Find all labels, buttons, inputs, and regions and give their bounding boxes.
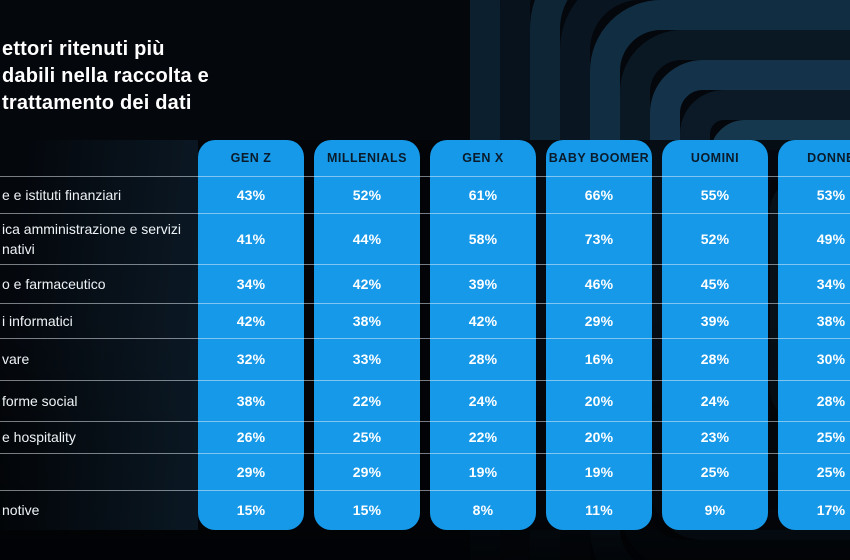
value-cell: 24% — [700, 392, 730, 409]
value-cell: 33% — [352, 351, 382, 367]
row-separator — [0, 380, 850, 381]
value-cell: 9% — [704, 502, 726, 518]
column-header: BABY BOOMER — [548, 151, 650, 165]
column-uomini: UOMINI 55% 52% 45% 39% 28% 24% 23% 25% 9% — [662, 140, 768, 530]
value-cell: 73% — [584, 230, 614, 247]
value-cell: 29% — [584, 312, 614, 329]
row-separator — [0, 453, 850, 454]
value-cell: 42% — [236, 312, 266, 329]
row-label: ica amministrazione e servizi nativi — [2, 220, 181, 257]
value-cell: 30% — [816, 351, 846, 367]
value-cell: 8% — [472, 502, 494, 518]
value-cell: 28% — [700, 351, 730, 367]
value-cell: 61% — [468, 186, 498, 203]
value-cell: 25% — [700, 463, 730, 480]
row-separator — [0, 421, 850, 422]
column-baby-boomer: BABY BOOMER 66% 73% 46% 29% 16% 20% 20% 19% 11% — [546, 140, 652, 530]
column-donne: DONNE 53% 49% 34% 38% 30% 28% 25% 25% 17% — [778, 140, 850, 530]
row-separator — [0, 303, 850, 304]
column-header: MILLENIALS — [327, 151, 407, 165]
row-label: i informatici — [2, 312, 73, 329]
value-cell: 46% — [584, 275, 614, 292]
value-cell: 22% — [352, 392, 382, 409]
value-cell: 42% — [352, 275, 382, 292]
column-gen-x: GEN X 61% 58% 39% 42% 28% 24% 22% 19% 8% — [430, 140, 536, 530]
value-cell: 39% — [700, 312, 730, 329]
value-cell: 29% — [352, 463, 382, 480]
value-cell: 11% — [585, 502, 613, 518]
value-cell: 53% — [816, 186, 846, 203]
value-cell: 45% — [700, 275, 730, 292]
value-cell: 49% — [816, 230, 846, 247]
value-cell: 41% — [236, 230, 266, 247]
row-label: forme social — [2, 392, 78, 409]
value-cell: 58% — [468, 230, 498, 247]
value-cell: 32% — [236, 351, 266, 367]
value-cell: 19% — [468, 463, 498, 480]
value-cell: 22% — [468, 429, 498, 445]
value-cell: 20% — [584, 392, 614, 409]
row-label: o e farmaceutico — [2, 275, 106, 292]
row-label: e e istituti finanziari — [2, 186, 122, 203]
value-cell: 25% — [352, 429, 382, 445]
value-cell: 25% — [816, 429, 846, 445]
value-cell: 28% — [816, 392, 846, 409]
row-separator — [0, 490, 850, 491]
page-title: ettori ritenuti più dabili nella raccolt… — [2, 36, 209, 117]
value-cell: 26% — [236, 429, 266, 445]
value-cell: 44% — [352, 230, 382, 247]
value-cell: 39% — [468, 275, 498, 292]
row-separator — [0, 213, 850, 214]
column-header: DONNE — [807, 151, 850, 165]
value-cell: 17% — [816, 502, 846, 518]
title-line-2: dabili nella raccolta e — [2, 65, 209, 87]
row-separator — [0, 176, 850, 177]
value-cell: 19% — [584, 463, 614, 480]
row-label: e hospitality — [2, 429, 76, 445]
value-cell: 24% — [468, 392, 498, 409]
value-cell: 52% — [352, 186, 382, 203]
column-header: GEN Z — [230, 151, 272, 165]
value-cell: 43% — [236, 186, 266, 203]
column-gen-z: GEN Z 43% 41% 34% 42% 32% 38% 26% 29% 15% — [198, 140, 304, 530]
column-header: GEN X — [462, 151, 504, 165]
value-cell: 38% — [816, 312, 846, 329]
value-cell: 38% — [236, 392, 266, 409]
row-label: vare — [2, 351, 30, 367]
row-separator — [0, 264, 850, 265]
value-cell: 20% — [584, 429, 614, 445]
value-cell: 55% — [700, 186, 730, 203]
value-cell: 34% — [816, 275, 846, 292]
value-cell: 52% — [700, 230, 730, 247]
title-line-1: ettori ritenuti più — [2, 38, 165, 60]
value-cell: 15% — [352, 502, 382, 518]
value-cell: 16% — [584, 351, 614, 367]
value-cell: 28% — [468, 351, 498, 367]
value-cell: 29% — [236, 463, 266, 480]
row-label: notive — [2, 502, 40, 518]
value-cell: 23% — [700, 429, 730, 445]
column-header: UOMINI — [690, 151, 740, 165]
column-millenials: MILLENIALS 52% 44% 42% 38% 33% 22% 25% 29% 15% — [314, 140, 420, 530]
value-cell: 25% — [816, 463, 846, 480]
value-cell: 15% — [236, 502, 266, 518]
title-line-3: trattamento dei dati — [2, 92, 192, 114]
row-label — [2, 453, 194, 490]
value-cell: 34% — [236, 275, 266, 292]
value-cell: 38% — [352, 312, 382, 329]
row-separator — [0, 338, 850, 339]
value-cell: 66% — [584, 186, 614, 203]
value-cell: 42% — [468, 312, 498, 329]
